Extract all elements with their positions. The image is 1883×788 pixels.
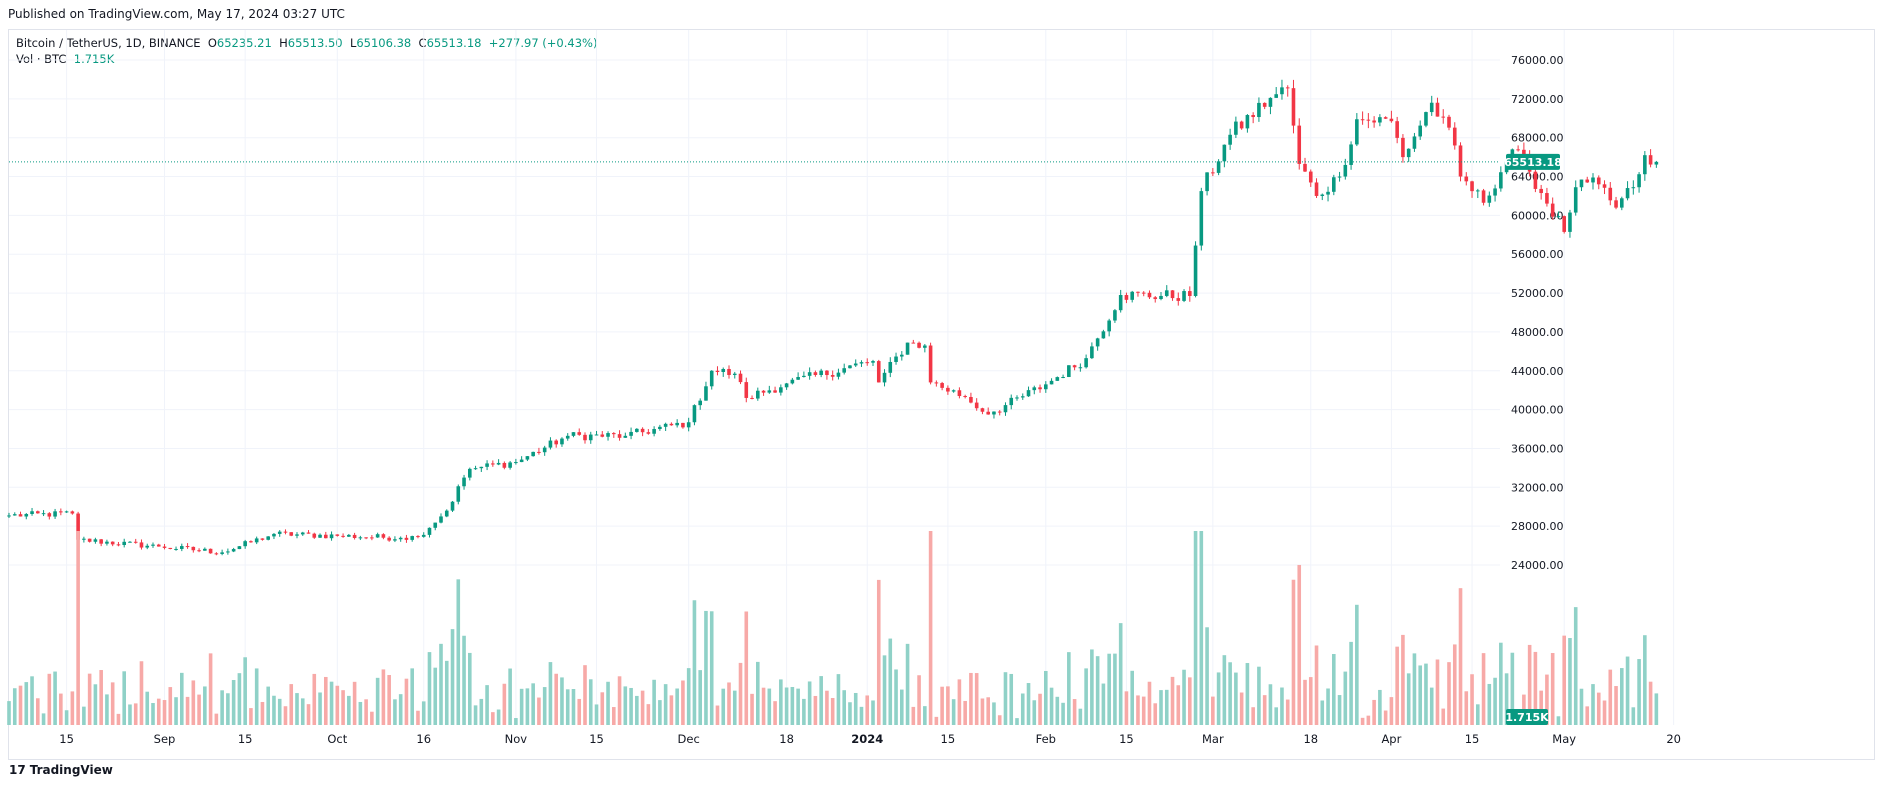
chart-pane[interactable] xyxy=(8,29,1875,760)
tradingview-logo: 17 TradingView xyxy=(9,763,113,777)
tradingview-logo-mark: 17 xyxy=(9,763,26,777)
high-label: H xyxy=(279,36,288,50)
open-label: O xyxy=(207,36,217,50)
volume-legend: Vol · BTC 1.715K xyxy=(16,52,114,66)
volume-label[interactable]: Vol · BTC xyxy=(16,52,67,66)
tradingview-logo-text: TradingView xyxy=(29,763,113,777)
close-value: 65513.18 xyxy=(426,36,482,50)
change-value: +277.97 (+0.43%) xyxy=(488,36,598,50)
low-label: L xyxy=(349,36,357,50)
symbol-name[interactable]: Bitcoin / TetherUS, 1D, BINANCE xyxy=(16,36,201,50)
high-value: 65513.50 xyxy=(287,36,343,50)
volume-value: 1.715K xyxy=(73,52,115,66)
published-caption: Published on TradingView.com, May 17, 20… xyxy=(8,7,345,21)
open-value: 65235.21 xyxy=(216,36,272,50)
low-value: 65106.38 xyxy=(356,36,412,50)
symbol-legend: Bitcoin / TetherUS, 1D, BINANCE O65235.2… xyxy=(16,35,597,52)
close-label: C xyxy=(418,36,427,50)
